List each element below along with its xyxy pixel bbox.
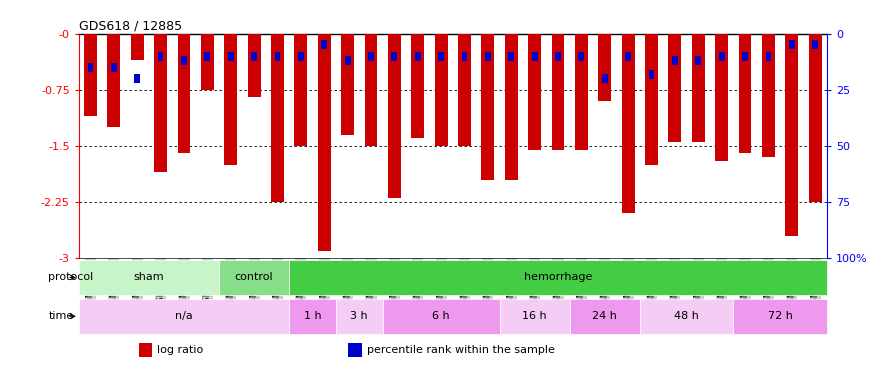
- Bar: [158, 52, 164, 61]
- Bar: [224, 34, 237, 165]
- Bar: [648, 70, 654, 79]
- Bar: [275, 52, 280, 61]
- Bar: [154, 34, 167, 172]
- Bar: [181, 56, 187, 65]
- Text: control: control: [234, 273, 273, 282]
- Bar: [415, 52, 421, 61]
- Bar: [742, 52, 748, 61]
- Text: GDS618 / 12885: GDS618 / 12885: [79, 20, 182, 33]
- Bar: [692, 34, 704, 142]
- Text: hemorrhage: hemorrhage: [524, 273, 592, 282]
- Text: log ratio: log ratio: [158, 345, 204, 355]
- Bar: [500, 299, 570, 334]
- Bar: [508, 52, 514, 61]
- Bar: [318, 34, 331, 251]
- Bar: [138, 343, 152, 357]
- Bar: [598, 34, 612, 101]
- Bar: [388, 34, 401, 198]
- Bar: [348, 343, 361, 357]
- Bar: [551, 34, 564, 150]
- Bar: [248, 34, 261, 97]
- Bar: [411, 34, 424, 138]
- Bar: [762, 34, 775, 157]
- Bar: [345, 56, 351, 65]
- Bar: [251, 52, 257, 61]
- Bar: [391, 52, 397, 61]
- Bar: [555, 52, 561, 61]
- Bar: [528, 34, 541, 150]
- Bar: [570, 299, 640, 334]
- Bar: [602, 74, 608, 83]
- Bar: [88, 63, 94, 72]
- Bar: [626, 52, 631, 61]
- Text: n/a: n/a: [175, 311, 192, 321]
- Bar: [294, 34, 307, 146]
- Bar: [578, 52, 584, 61]
- Bar: [365, 34, 377, 146]
- Bar: [178, 34, 191, 153]
- Bar: [201, 34, 214, 90]
- Text: 72 h: 72 h: [767, 311, 793, 321]
- Bar: [640, 299, 733, 334]
- Bar: [766, 52, 772, 61]
- Bar: [481, 34, 494, 180]
- Bar: [672, 56, 678, 65]
- Bar: [271, 34, 284, 202]
- Bar: [321, 40, 327, 50]
- Bar: [336, 299, 382, 334]
- Bar: [79, 260, 219, 295]
- Text: 16 h: 16 h: [522, 311, 547, 321]
- Bar: [462, 52, 467, 61]
- Bar: [485, 52, 491, 61]
- Text: 1 h: 1 h: [304, 311, 321, 321]
- Bar: [505, 34, 518, 180]
- Bar: [111, 63, 116, 72]
- Bar: [715, 34, 728, 161]
- Bar: [458, 34, 471, 146]
- Bar: [298, 52, 304, 61]
- Text: protocol: protocol: [48, 273, 94, 282]
- Text: percentile rank within the sample: percentile rank within the sample: [367, 345, 555, 355]
- Bar: [382, 299, 500, 334]
- Bar: [84, 34, 97, 116]
- Bar: [738, 34, 752, 153]
- Bar: [808, 34, 822, 202]
- Bar: [341, 34, 354, 135]
- Bar: [733, 299, 827, 334]
- Bar: [289, 299, 336, 334]
- Text: 24 h: 24 h: [592, 311, 617, 321]
- Text: 3 h: 3 h: [351, 311, 368, 321]
- Bar: [219, 260, 289, 295]
- Text: sham: sham: [134, 273, 164, 282]
- Bar: [79, 299, 289, 334]
- Bar: [134, 74, 140, 83]
- Bar: [575, 34, 588, 150]
- Bar: [228, 52, 234, 61]
- Bar: [438, 52, 444, 61]
- Bar: [668, 34, 682, 142]
- Bar: [786, 34, 798, 236]
- Bar: [696, 56, 701, 65]
- Bar: [108, 34, 120, 127]
- Bar: [130, 34, 144, 60]
- Bar: [789, 40, 794, 50]
- Bar: [622, 34, 634, 213]
- Bar: [205, 52, 210, 61]
- Bar: [289, 260, 827, 295]
- Text: time: time: [48, 311, 74, 321]
- Bar: [645, 34, 658, 165]
- Text: 48 h: 48 h: [674, 311, 699, 321]
- Text: 6 h: 6 h: [432, 311, 450, 321]
- Bar: [435, 34, 447, 146]
- Bar: [368, 52, 374, 61]
- Bar: [718, 52, 724, 61]
- Bar: [812, 40, 818, 50]
- Bar: [532, 52, 537, 61]
